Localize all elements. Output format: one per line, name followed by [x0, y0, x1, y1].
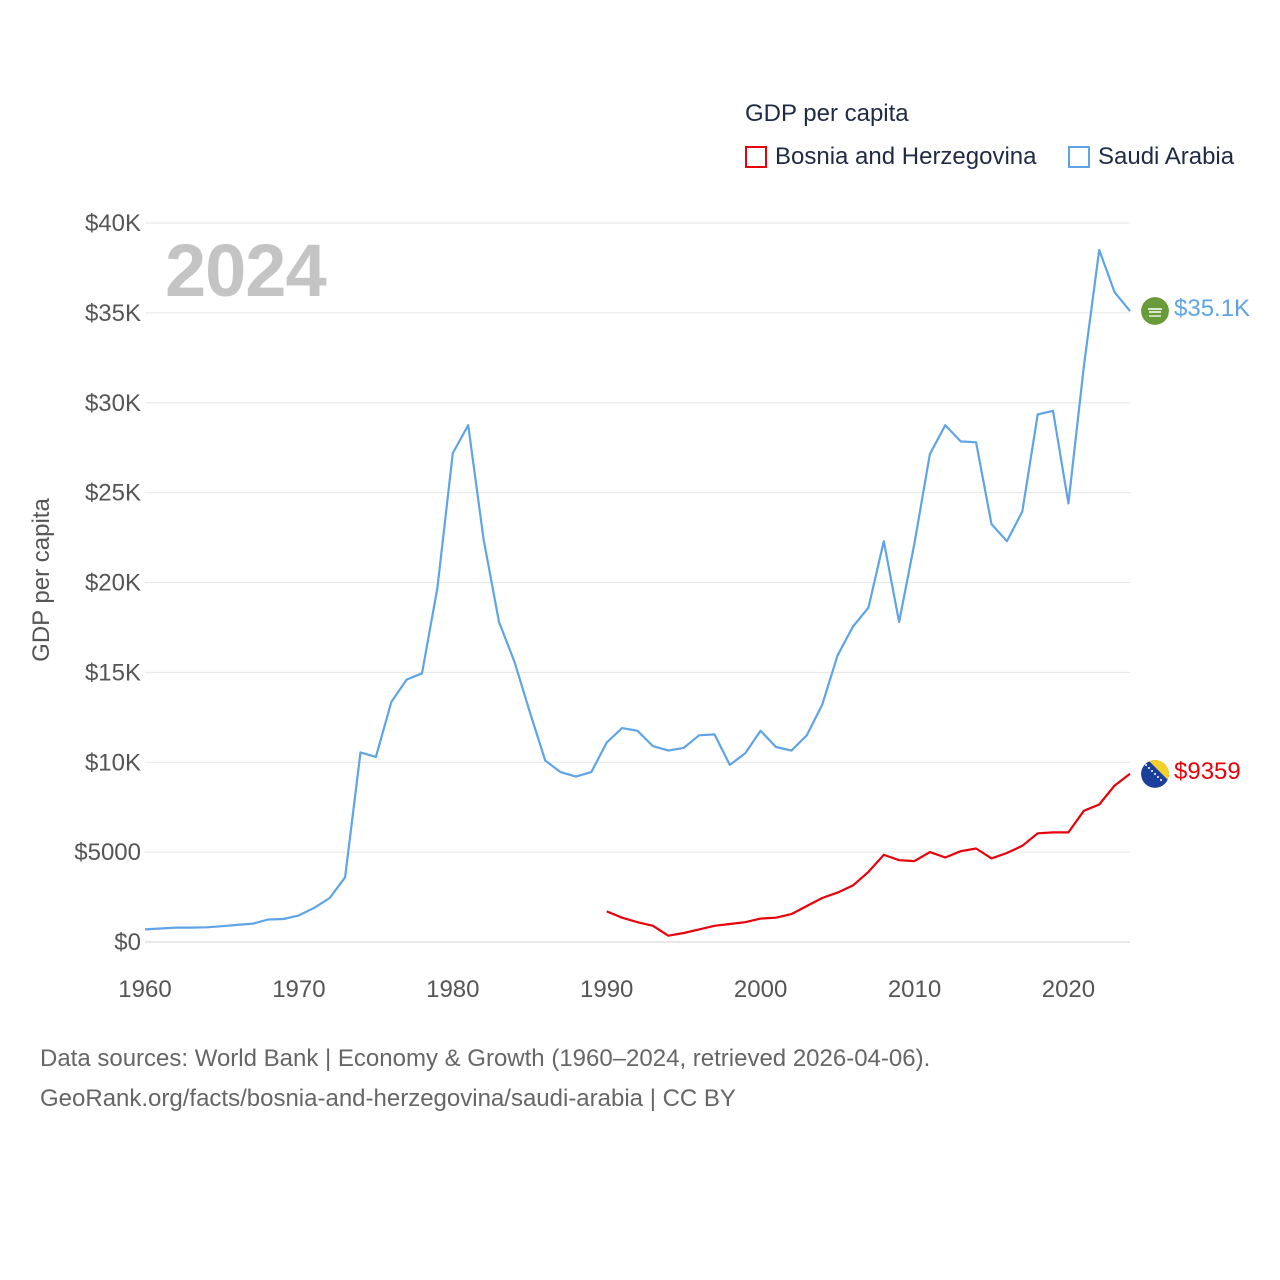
y-tick-label: $30K [85, 390, 141, 417]
y-tick-label: $15K [85, 659, 141, 686]
y-axis-ticks: $0 $5000 $10K $15K $20K $25K $30K $35K $40K [74, 210, 141, 956]
source-line-1: Data sources: World Bank | Economy & Gro… [40, 1045, 931, 1072]
legend-swatch-saudi [1068, 146, 1090, 168]
legend-label-bosnia: Bosnia and Herzegovina [775, 143, 1037, 170]
x-tick-label: 2000 [734, 976, 787, 1003]
saudi-end-value-label: $35.1K [1174, 295, 1251, 323]
y-tick-label: $0 [114, 929, 141, 956]
x-tick-label: 1990 [580, 976, 633, 1003]
legend-item-saudi[interactable]: Saudi Arabia [1068, 143, 1234, 171]
x-tick-label: 2010 [888, 976, 941, 1003]
x-tick-label: 1960 [118, 976, 171, 1003]
legend-item-bosnia[interactable]: Bosnia and Herzegovina [745, 143, 1037, 171]
source-line-2[interactable]: GeoRank.org/facts/bosnia-and-herzegovina… [40, 1085, 736, 1112]
y-tick-label: $5000 [74, 839, 141, 866]
y-tick-label: $20K [85, 570, 141, 597]
y-tick-label: $35K [85, 300, 141, 327]
y-axis-title: GDP per capita [28, 498, 55, 662]
legend-label-saudi: Saudi Arabia [1098, 143, 1235, 170]
grid-lines [145, 222, 1130, 943]
series-lines [144, 248, 1131, 937]
series-line-bosnia-and-herzegovina [606, 772, 1131, 937]
year-label: 2024 [165, 229, 327, 312]
x-tick-label: 1970 [272, 976, 325, 1003]
y-tick-label: $10K [85, 749, 141, 776]
y-tick-label: $40K [85, 210, 141, 237]
bosnia-end-value-label: $9359 [1174, 757, 1241, 785]
saudi-arabia-flag-icon [1141, 297, 1169, 326]
bosnia-flag-icon [1141, 759, 1169, 788]
x-tick-label: 1980 [426, 976, 479, 1003]
x-axis-ticks: 1960 1970 1980 1990 2000 2010 2020 [118, 976, 1095, 1003]
series-line-saudi-arabia [144, 248, 1131, 931]
legend-title: GDP per capita [745, 100, 909, 127]
x-tick-label: 2020 [1042, 976, 1095, 1003]
legend-swatch-bosnia [745, 146, 767, 168]
y-tick-label: $25K [85, 480, 141, 507]
